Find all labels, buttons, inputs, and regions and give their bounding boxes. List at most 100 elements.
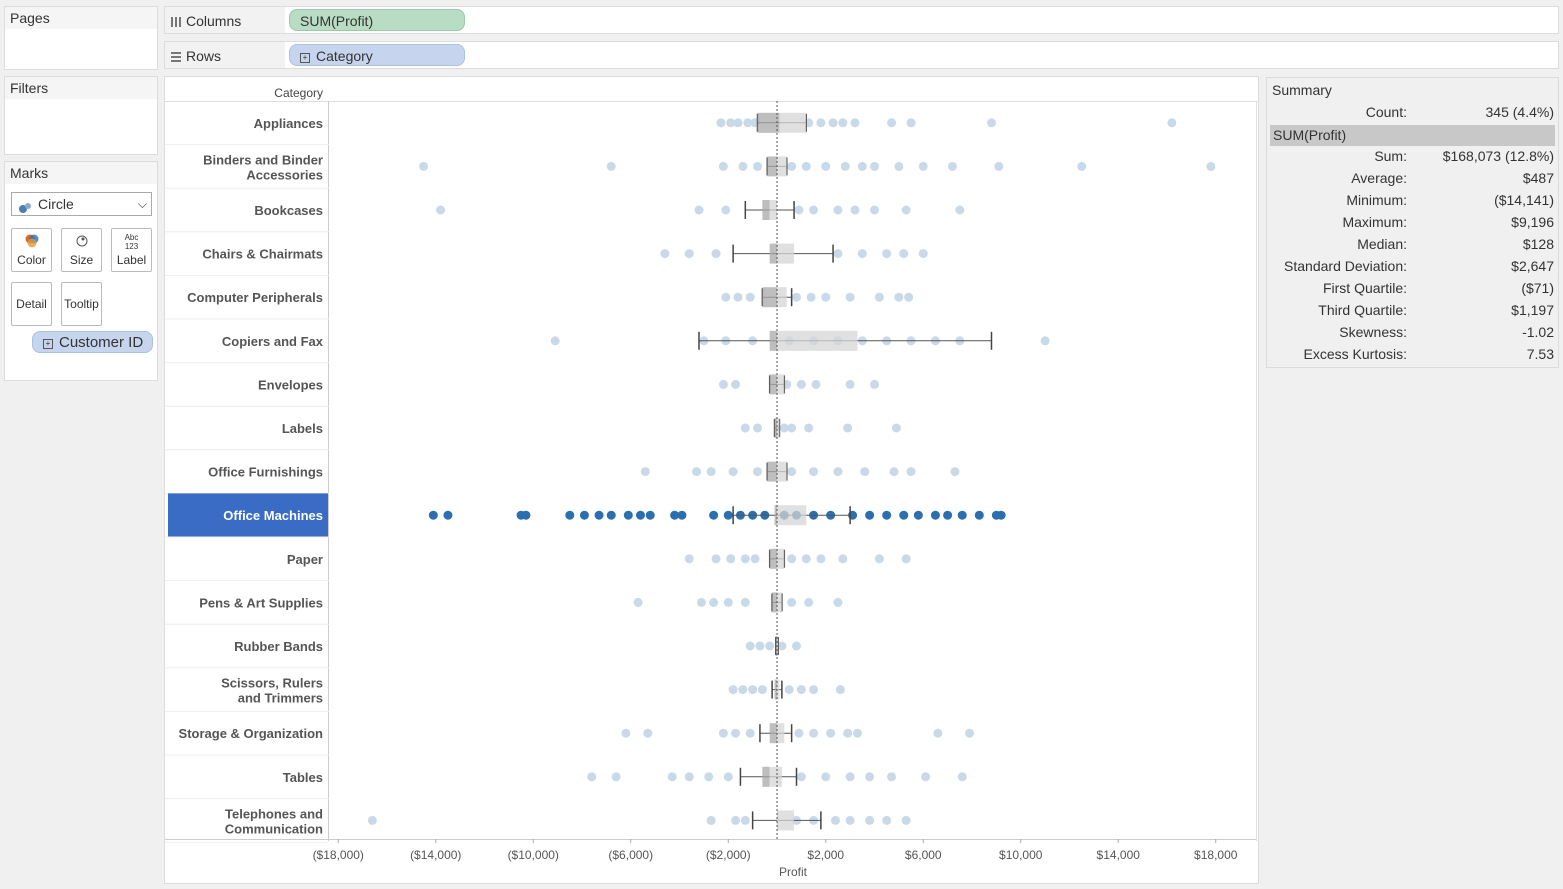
data-point [745, 292, 755, 302]
data-point [870, 379, 879, 389]
data-point [606, 510, 616, 520]
category-label: Chairs & Chairmats [202, 247, 323, 262]
summary-stat-row: Maximum: $9,196 [1267, 211, 1554, 233]
box-upper-half [777, 156, 787, 177]
data-point [835, 685, 845, 695]
detail-button[interactable]: Detail [11, 282, 52, 326]
data-point [809, 467, 819, 477]
category-label: Binders and Binder Accessories [203, 152, 323, 182]
data-point [828, 118, 838, 128]
color-icon [12, 233, 51, 253]
data-point [428, 510, 438, 520]
category-label: Labels [282, 421, 323, 436]
summary-stat-row: Average: $487 [1267, 167, 1554, 189]
data-point [777, 641, 787, 651]
data-point [850, 118, 860, 128]
x-tick-label: ($14,000) [410, 848, 461, 862]
data-point [633, 597, 643, 607]
summary-count-label: Count: [1365, 104, 1407, 120]
data-point [974, 510, 984, 520]
summary-stat-row: Excess Kurtosis: 7.53 [1267, 343, 1554, 365]
sum-profit-pill[interactable]: SUM(Profit) [289, 9, 465, 31]
rows-icon [171, 43, 181, 62]
summary-stat-value: 7.53 [1526, 346, 1554, 362]
category-pill[interactable]: + Category [289, 44, 465, 66]
summary-stat-label: Sum: [1374, 148, 1407, 164]
data-point [792, 292, 801, 302]
rows-shelf[interactable]: Rows + Category [164, 41, 1559, 69]
pages-card: Pages [4, 6, 158, 70]
box-plot-chart[interactable]: Category Appliances Binders and Binder Acce… [165, 77, 1258, 883]
tooltip-button[interactable]: Tooltip [61, 282, 102, 326]
data-point [718, 161, 728, 171]
data-point [716, 118, 726, 128]
category-label-line: Telephones and [225, 806, 323, 821]
box-upper-half [777, 723, 785, 744]
data-point [436, 205, 446, 215]
size-icon [62, 233, 101, 253]
data-point [857, 249, 867, 259]
x-tick-label: $2,000 [807, 848, 844, 862]
data-point [706, 815, 716, 825]
box-upper-half [777, 243, 795, 264]
columns-shelf-label: Columns [186, 13, 242, 29]
data-point [804, 423, 814, 433]
data-point [955, 205, 965, 215]
filters-card[interactable]: Filters [4, 76, 158, 155]
summary-card: Summary Count: 345 (4.4%) SUM(Profit) Su… [1266, 77, 1559, 368]
x-tick-label: ($18,000) [313, 848, 364, 862]
color-button[interactable]: Color [11, 228, 52, 272]
data-point [801, 161, 811, 171]
x-axis-title: Profit [779, 865, 808, 879]
data-point [845, 772, 855, 782]
customer-id-pill[interactable]: + Customer ID [32, 331, 153, 353]
data-point [740, 554, 750, 564]
box-lower-half [757, 112, 780, 133]
data-point [918, 161, 928, 171]
data-point [796, 379, 806, 389]
data-point [787, 554, 797, 564]
summary-stat-value: $128 [1522, 236, 1554, 252]
data-point [779, 423, 789, 433]
category-label-line: Scissors, Rulers [221, 676, 323, 691]
data-point [550, 336, 560, 346]
box-upper-half [777, 810, 795, 831]
box-lower-half [774, 505, 777, 526]
category-label: Bookcases [254, 203, 323, 218]
highlighted-row-header [168, 493, 328, 537]
data-point [801, 554, 811, 564]
data-point [623, 510, 633, 520]
label-button-label: Label [116, 253, 147, 267]
mark-type-dropdown[interactable]: Circle ⌵ [11, 192, 152, 216]
box-upper-half [777, 679, 780, 700]
summary-stat-value: ($14,141) [1494, 192, 1554, 208]
box-upper-half [777, 592, 782, 613]
summary-stat-row: Median: $128 [1267, 233, 1554, 255]
box-lower-half [762, 287, 777, 308]
label-button[interactable]: Abc 123 Label [111, 228, 152, 272]
viz-area[interactable]: Category Appliances Binders and Binder Acce… [164, 76, 1259, 884]
chevron-down-icon: ⌵ [137, 197, 147, 211]
data-point [904, 292, 914, 302]
data-point [930, 510, 940, 520]
data-point [743, 118, 753, 128]
data-point [670, 510, 680, 520]
data-point [579, 510, 589, 520]
data-point [833, 249, 843, 259]
category-label: Appliances [254, 116, 323, 131]
data-point [611, 772, 621, 782]
columns-shelf[interactable]: Columns SUM(Profit) [164, 6, 1559, 34]
size-button[interactable]: Size [61, 228, 102, 272]
data-point [726, 554, 736, 564]
marks-title: Marks [5, 162, 157, 184]
summary-count-row: Count: 345 (4.4%) [1267, 101, 1554, 123]
data-point [787, 161, 797, 171]
summary-stat-value: $9,196 [1511, 214, 1554, 230]
data-point [865, 510, 875, 520]
size-button-label: Size [69, 253, 94, 267]
columns-shelf-label-wrap: Columns [165, 7, 285, 33]
data-point [865, 772, 875, 782]
data-point [852, 728, 862, 738]
box-lower-half [762, 766, 770, 787]
data-point [587, 772, 597, 782]
